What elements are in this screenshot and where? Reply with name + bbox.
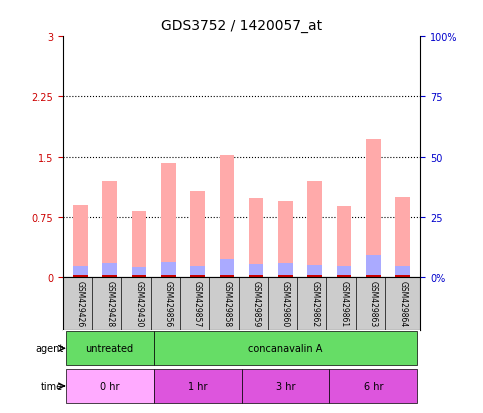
- Text: 0 hr: 0 hr: [100, 381, 119, 391]
- Bar: [337, 275, 351, 277]
- Text: GSM429428: GSM429428: [105, 280, 114, 326]
- Bar: [307, 265, 322, 277]
- FancyBboxPatch shape: [154, 332, 417, 366]
- Text: GSM429862: GSM429862: [310, 280, 319, 326]
- Bar: [337, 207, 351, 277]
- Bar: [161, 263, 176, 277]
- Bar: [278, 275, 293, 277]
- Bar: [249, 264, 263, 277]
- Text: concanavalin A: concanavalin A: [248, 344, 323, 354]
- Bar: [102, 263, 117, 277]
- Bar: [132, 275, 146, 277]
- Text: GSM429856: GSM429856: [164, 280, 173, 326]
- Bar: [132, 268, 146, 277]
- Bar: [337, 266, 351, 277]
- FancyBboxPatch shape: [66, 332, 154, 366]
- Text: agent: agent: [35, 344, 63, 354]
- Bar: [161, 275, 176, 277]
- Text: GSM429859: GSM429859: [252, 280, 261, 326]
- FancyBboxPatch shape: [66, 369, 154, 403]
- Bar: [73, 267, 88, 277]
- Text: untreated: untreated: [85, 344, 134, 354]
- Text: GSM429857: GSM429857: [193, 280, 202, 326]
- Text: time: time: [41, 381, 63, 391]
- Bar: [278, 201, 293, 277]
- FancyBboxPatch shape: [154, 369, 242, 403]
- Text: GSM429861: GSM429861: [340, 280, 349, 326]
- Bar: [366, 256, 381, 277]
- Bar: [395, 197, 410, 277]
- Bar: [102, 181, 117, 277]
- Text: 1 hr: 1 hr: [188, 381, 207, 391]
- Text: GSM429863: GSM429863: [369, 280, 378, 326]
- FancyBboxPatch shape: [329, 369, 417, 403]
- Bar: [366, 140, 381, 277]
- Text: GSM429426: GSM429426: [76, 280, 85, 326]
- Bar: [307, 275, 322, 277]
- Bar: [395, 275, 410, 277]
- Bar: [366, 275, 381, 277]
- Text: 3 hr: 3 hr: [276, 381, 295, 391]
- Bar: [73, 205, 88, 277]
- Bar: [73, 275, 88, 277]
- Bar: [307, 181, 322, 277]
- Bar: [249, 199, 263, 277]
- FancyBboxPatch shape: [242, 369, 329, 403]
- Text: GSM429864: GSM429864: [398, 280, 407, 326]
- Bar: [220, 156, 234, 277]
- Text: GSM429860: GSM429860: [281, 280, 290, 326]
- Bar: [102, 275, 117, 277]
- Bar: [190, 267, 205, 277]
- Text: 6 hr: 6 hr: [364, 381, 383, 391]
- Bar: [190, 192, 205, 277]
- Bar: [395, 266, 410, 277]
- Text: GSM429858: GSM429858: [222, 280, 231, 326]
- Bar: [220, 260, 234, 277]
- Bar: [278, 263, 293, 277]
- Text: GDS3752 / 1420057_at: GDS3752 / 1420057_at: [161, 19, 322, 33]
- Bar: [190, 275, 205, 277]
- Text: GSM429430: GSM429430: [134, 280, 143, 326]
- Bar: [220, 275, 234, 277]
- Bar: [132, 211, 146, 277]
- Bar: [249, 275, 263, 277]
- Bar: [161, 164, 176, 277]
